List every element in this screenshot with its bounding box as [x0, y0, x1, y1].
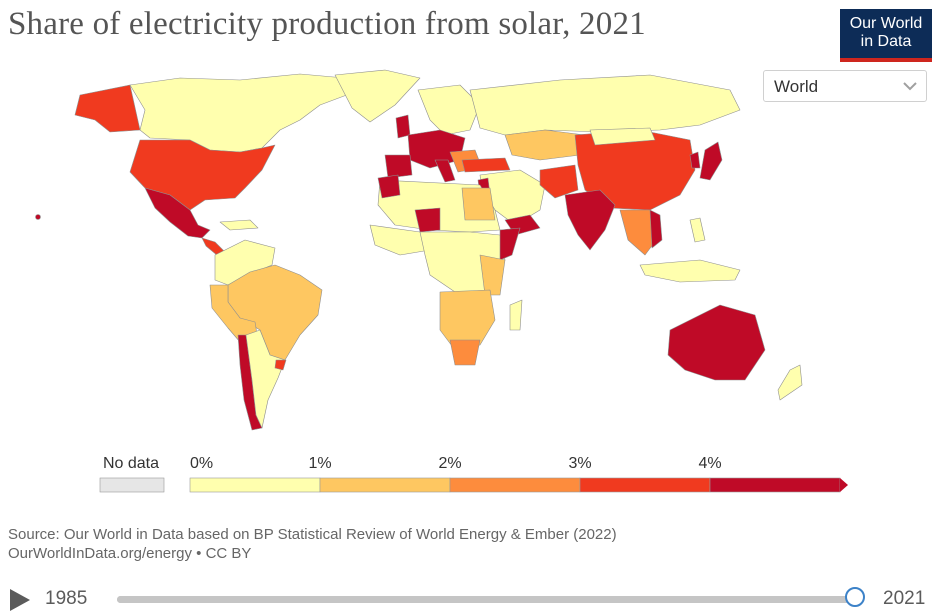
country-mongolia: [589, 127, 656, 146]
country-somalia: [499, 227, 521, 261]
legend-bin-3: [579, 477, 711, 493]
region-europe-north: [417, 84, 481, 136]
legend-no-data-swatch: [99, 477, 165, 493]
country-south-africa: [449, 339, 481, 366]
region-east-africa: [479, 254, 506, 296]
country-australia: [667, 304, 766, 381]
play-icon[interactable]: [10, 589, 30, 611]
country-new-zealand: [777, 364, 803, 401]
country-egypt: [461, 187, 496, 221]
region-southern-africa: [439, 289, 496, 351]
country-india: [564, 189, 616, 251]
logo-line2: in Data: [860, 33, 912, 50]
legend-tick-label: 4%: [698, 455, 721, 472]
legend-tick-label: 0%: [190, 455, 213, 472]
timeline-track[interactable]: [117, 596, 857, 603]
country-russia: [469, 74, 741, 136]
chevron-down-icon: [903, 82, 917, 91]
entity-selector[interactable]: World: [763, 70, 927, 102]
country-italy: [434, 159, 456, 183]
chart-title: Share of electricity production from sol…: [8, 6, 646, 42]
country-kazakhstan: [504, 129, 586, 161]
timeline-handle[interactable]: [845, 587, 865, 607]
country-canada: [129, 73, 361, 153]
country-japan: [699, 141, 723, 181]
country-philippines: [689, 217, 706, 243]
country-niger-region: [414, 207, 441, 233]
country-mexico: [144, 187, 211, 239]
region-west-africa: [369, 224, 431, 256]
region-indonesia: [639, 259, 741, 283]
legend-bin-0: [189, 477, 321, 493]
world-map[interactable]: [0, 60, 943, 460]
legend-tick-label: 3%: [568, 455, 591, 472]
entity-selector-value: World: [774, 77, 819, 96]
color-legend: No data 0% 1% 2% 3% 4%: [99, 455, 848, 493]
country-spain: [384, 154, 413, 179]
country-china: [574, 129, 696, 211]
country-madagascar: [509, 299, 523, 331]
timeline-track-fill: [117, 596, 857, 603]
timeline-start-year: 1985: [45, 588, 88, 609]
country-alaska: [74, 84, 141, 133]
legend-tick-label: 2%: [438, 455, 461, 472]
country-south-korea: [689, 151, 701, 169]
legend-bin-2: [449, 477, 581, 493]
license-text: OurWorldInData.org/energy • CC BY: [8, 545, 252, 562]
region-afghanistan-pakistan: [539, 164, 579, 199]
legend-tick-label: 1%: [308, 455, 331, 472]
country-greenland: [334, 69, 421, 123]
country-hawaii: [35, 214, 41, 220]
source-note: Source: Our World in Data based on BP St…: [8, 525, 617, 563]
region-caribbean: [219, 219, 259, 231]
logo-line1: Our World: [849, 15, 923, 32]
country-uk: [395, 114, 411, 139]
country-vietnam: [649, 209, 663, 249]
legend-no-data-label: No data: [103, 455, 159, 472]
legend-open-end-arrow: [840, 478, 848, 492]
country-uruguay: [274, 359, 287, 371]
owid-logo[interactable]: Our World in Data: [840, 9, 932, 62]
legend-bin-1: [319, 477, 451, 493]
legend-bin-4: [709, 477, 841, 493]
source-text: Source: Our World in Data based on BP St…: [8, 526, 617, 543]
country-turkey: [461, 157, 511, 173]
country-morocco: [377, 174, 401, 199]
country-argentina: [245, 329, 286, 429]
timeline-end-year: 2021: [883, 588, 926, 609]
